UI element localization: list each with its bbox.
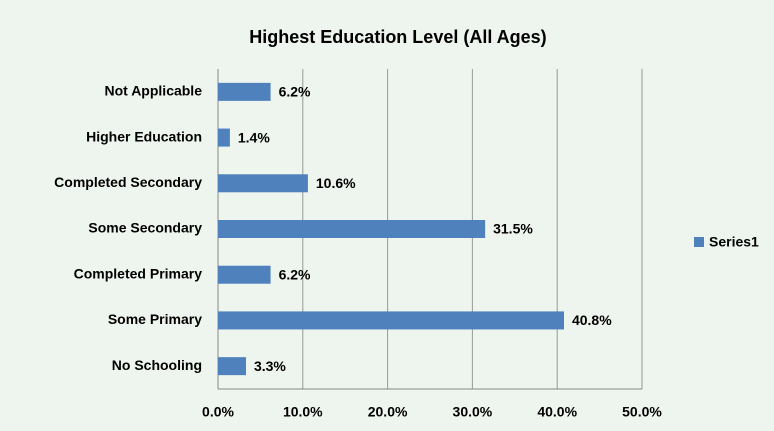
y-tick-label: Higher Education <box>86 128 202 144</box>
x-tick-label: 20.0% <box>368 404 408 420</box>
y-tick-label: Not Applicable <box>105 83 203 99</box>
x-tick-label: 50.0% <box>622 404 662 420</box>
data-label: 10.6% <box>316 175 356 191</box>
data-label: 6.2% <box>279 84 311 100</box>
bar <box>218 82 271 101</box>
x-tick-label: 0.0% <box>202 404 234 420</box>
y-tick-label: Some Secondary <box>88 220 202 236</box>
bar <box>218 128 230 147</box>
chart-title: Highest Education Level (All Ages) <box>249 27 546 47</box>
legend-swatch <box>694 237 704 247</box>
data-label: 3.3% <box>254 358 286 374</box>
x-tick-label: 40.0% <box>537 404 577 420</box>
bar <box>218 357 246 376</box>
bar <box>218 265 271 284</box>
legend-label: Series1 <box>709 234 759 250</box>
y-tick-label: Completed Primary <box>74 265 203 281</box>
y-tick-label: Completed Secondary <box>54 174 202 190</box>
y-tick-label: Some Primary <box>108 311 202 327</box>
data-label: 6.2% <box>279 266 311 282</box>
y-tick-label: No Schooling <box>112 357 202 373</box>
bar <box>218 174 308 193</box>
data-label: 40.8% <box>572 312 612 328</box>
x-tick-label: 10.0% <box>283 404 323 420</box>
bar <box>218 220 486 238</box>
x-tick-label: 30.0% <box>453 404 493 420</box>
bar <box>218 311 564 330</box>
data-label: 31.5% <box>493 221 533 237</box>
data-label: 1.4% <box>238 129 270 145</box>
